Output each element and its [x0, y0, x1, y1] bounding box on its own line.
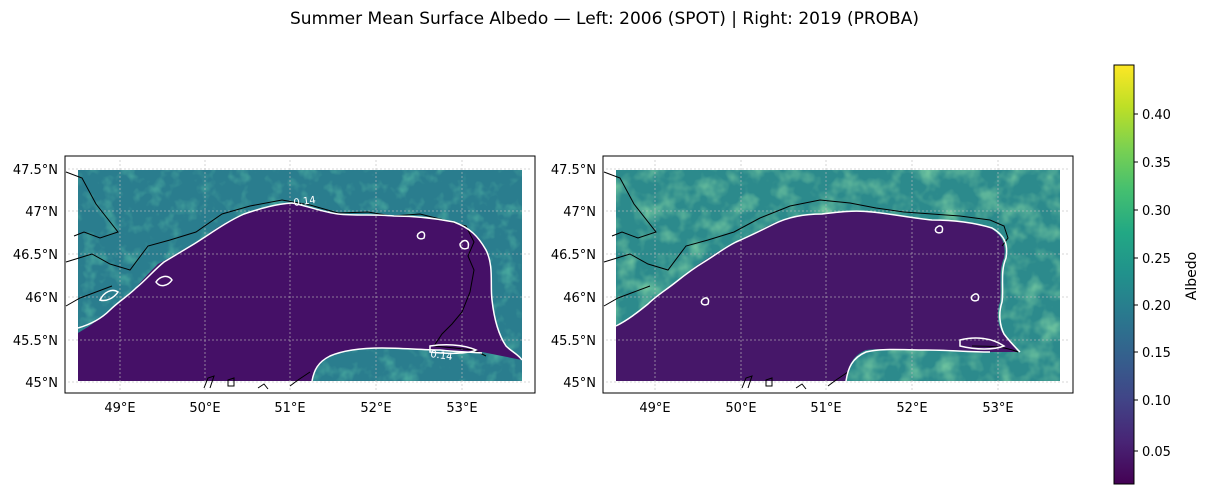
lat-tick-label: 46°N [563, 291, 596, 306]
colorbar-gradient [1113, 64, 1135, 485]
map-2006-spot: 0.14 0.14 47.5°N 47°N 46.5°N 46°N 45.5°N… [13, 155, 536, 416]
colorbar-tick-label: 0.35 [1142, 156, 1171, 171]
latitude-tick-labels: 47.5°N 47°N 46.5°N 46°N 45.5°N 45°N [551, 163, 596, 391]
colorbar-tick-label: 0.10 [1142, 394, 1171, 409]
lat-tick-label: 47.5°N [551, 163, 596, 178]
lat-tick-label: 45.5°N [551, 334, 596, 349]
contour-label: 0.14 [293, 195, 317, 209]
contour-0-14 [615, 210, 1021, 382]
latitude-tick-labels: 47.5°N 47°N 46.5°N 46°N 45.5°N 45°N [13, 163, 58, 391]
lon-tick-label: 53°E [446, 401, 477, 416]
lat-tick-label: 47.5°N [13, 163, 58, 178]
lon-tick-label: 51°E [810, 401, 841, 416]
contour-label-group: 0.14 0.14 [293, 195, 453, 363]
lon-tick-label: 51°E [274, 401, 305, 416]
figure-title: Summer Mean Surface Albedo — Left: 2006 … [290, 9, 919, 29]
colorbar-tick-label: 0.25 [1142, 252, 1171, 267]
lon-tick-label: 49°E [639, 401, 670, 416]
contour-0-14 [77, 202, 523, 382]
lat-tick-label: 47°N [563, 205, 596, 220]
map-2019-proba: 47.5°N 47°N 46.5°N 46°N 45.5°N 45°N 49°E… [551, 155, 1074, 416]
colorbar-tick-label: 0.30 [1142, 204, 1171, 219]
lon-tick-label: 53°E [982, 401, 1013, 416]
lat-tick-label: 46.5°N [551, 248, 596, 263]
colorbar-tick-labels: 0.05 0.10 0.15 0.20 0.25 0.30 0.35 0.40 [1142, 108, 1171, 460]
colorbar-tick-label: 0.05 [1142, 445, 1171, 460]
lat-tick-label: 46.5°N [13, 248, 58, 263]
lon-tick-label: 50°E [189, 401, 220, 416]
longitude-tick-labels: 49°E 50°E 51°E 52°E 53°E [639, 401, 1013, 416]
colorbar-ticks [1134, 113, 1138, 452]
colorbar-label: Albedo [1184, 252, 1200, 300]
grid-lines [68, 160, 532, 390]
lat-tick-label: 45.5°N [13, 334, 58, 349]
lat-tick-label: 45°N [563, 376, 596, 391]
lon-tick-label: 52°E [360, 401, 391, 416]
lat-tick-label: 45°N [25, 376, 58, 391]
coastline [603, 171, 1019, 390]
colorbar-tick-label: 0.20 [1142, 299, 1171, 314]
grid-lines [606, 160, 1070, 390]
longitude-tick-labels: 49°E 50°E 51°E 52°E 53°E [104, 401, 477, 416]
colorbar: 0.05 0.10 0.15 0.20 0.25 0.30 0.35 0.40 … [1113, 64, 1200, 485]
contour-label: 0.14 [430, 349, 454, 363]
colorbar-tick-label: 0.15 [1142, 346, 1171, 361]
lon-tick-label: 50°E [725, 401, 756, 416]
lat-tick-label: 47°N [25, 205, 58, 220]
lat-tick-label: 46°N [25, 291, 58, 306]
colorbar-tick-label: 0.40 [1142, 108, 1171, 123]
lon-tick-label: 52°E [896, 401, 927, 416]
lon-tick-label: 49°E [104, 401, 135, 416]
